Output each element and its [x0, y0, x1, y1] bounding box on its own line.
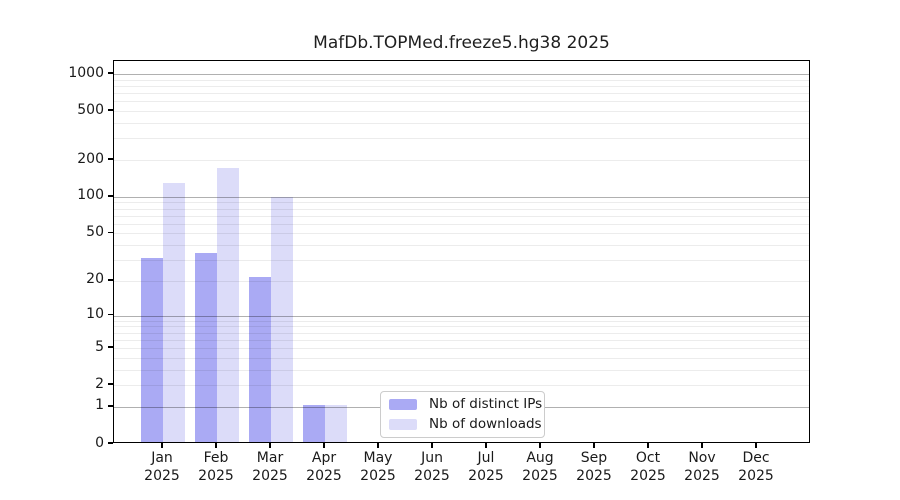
- y-axis-tick-mark: [108, 279, 113, 281]
- x-axis-tick-label: Oct 2025: [630, 450, 666, 484]
- gridline-minor: [114, 93, 809, 95]
- x-axis-tick-label: Mar 2025: [252, 450, 288, 484]
- y-axis-tick-label: 0: [95, 434, 104, 451]
- gridline-minor: [114, 208, 809, 210]
- bar-downloads: [271, 197, 293, 442]
- y-axis-tick-label: 20: [86, 271, 104, 288]
- y-axis-tick-mark: [108, 158, 113, 160]
- x-axis-tick-label: Apr 2025: [306, 450, 342, 484]
- x-axis-tick-mark: [593, 443, 595, 448]
- y-axis-tick-mark: [108, 195, 113, 197]
- plot-area: [113, 60, 810, 443]
- gridline-minor: [114, 223, 809, 225]
- x-axis-tick-mark: [539, 443, 541, 448]
- y-axis-tick-label: 2: [95, 375, 104, 392]
- x-axis-tick-label: Sep 2025: [576, 450, 612, 484]
- y-axis-tick-mark: [108, 405, 113, 407]
- gridline-minor: [114, 85, 809, 87]
- bar-distinct-ips: [249, 276, 271, 442]
- bar-downloads: [325, 404, 347, 442]
- x-axis-tick-label: Nov 2025: [684, 450, 720, 484]
- bar-distinct-ips: [303, 404, 325, 442]
- x-axis-tick-label: Jan 2025: [144, 450, 180, 484]
- gridline-minor: [114, 79, 809, 81]
- y-axis-tick-label: 10: [86, 306, 104, 323]
- gridline-minor: [114, 320, 809, 322]
- y-axis-tick-label: 50: [86, 223, 104, 240]
- y-axis-tick-mark: [108, 442, 113, 444]
- gridline-minor: [114, 233, 809, 235]
- y-axis-tick-label: 200: [77, 150, 104, 167]
- legend-item-distinct-ips: Nb of distinct IPs: [389, 397, 542, 412]
- x-axis-tick-mark: [647, 443, 649, 448]
- gridline-minor: [114, 245, 809, 247]
- gridline-minor: [114, 385, 809, 387]
- legend-label-downloads: Nb of downloads: [429, 416, 542, 432]
- legend-label-distinct-ips: Nb of distinct IPs: [429, 396, 543, 412]
- x-axis-tick-mark: [377, 443, 379, 448]
- gridline-minor: [114, 215, 809, 217]
- x-axis-tick-label: Dec 2025: [738, 450, 774, 484]
- x-axis-tick-mark: [269, 443, 271, 448]
- x-axis-tick-label: May 2025: [360, 450, 396, 484]
- y-axis-tick-label: 500: [77, 101, 104, 118]
- gridline-minor: [114, 138, 809, 140]
- x-axis-tick-mark: [431, 443, 433, 448]
- gridline-minor: [114, 111, 809, 113]
- bar-distinct-ips: [141, 258, 163, 442]
- x-axis-tick-mark: [485, 443, 487, 448]
- gridline-minor: [114, 369, 809, 371]
- y-axis-tick-label: 1000: [68, 64, 104, 81]
- x-axis-tick-mark: [323, 443, 325, 448]
- x-axis-tick-label: Jun 2025: [414, 450, 450, 484]
- gridline-minor: [114, 101, 809, 103]
- gridline-minor: [114, 260, 809, 262]
- y-axis-tick-mark: [108, 383, 113, 385]
- gridline-major: [114, 315, 809, 317]
- gridline-minor: [114, 160, 809, 161]
- y-axis-tick-mark: [108, 313, 113, 316]
- gridline-major: [114, 74, 809, 75]
- y-axis-tick-label: 5: [95, 338, 104, 355]
- x-axis-tick-mark: [161, 443, 163, 448]
- y-axis-tick-label: 100: [77, 187, 104, 204]
- gridline-minor: [114, 357, 809, 359]
- x-axis-tick-label: Feb 2025: [198, 450, 234, 484]
- gridline-major: [114, 196, 809, 198]
- chart-title: MafDb.TOPMed.freeze5.hg38 2025: [313, 33, 610, 53]
- gridline-minor: [114, 332, 809, 334]
- gridline-minor: [114, 280, 809, 282]
- gridline-minor: [114, 123, 809, 124]
- x-axis-tick-label: Jul 2025: [468, 450, 504, 484]
- legend-swatch-distinct-ips: [389, 399, 417, 410]
- gridline-minor: [114, 339, 809, 341]
- y-axis-tick-mark: [108, 72, 113, 74]
- x-axis-tick-mark: [701, 443, 703, 448]
- gridline-minor: [114, 202, 809, 204]
- y-axis-tick-mark: [108, 231, 113, 234]
- bar-downloads: [217, 167, 239, 442]
- x-axis-tick-mark: [755, 443, 757, 448]
- gridline-minor: [114, 326, 809, 328]
- x-axis-tick-label: Aug 2025: [522, 450, 558, 484]
- y-axis-tick-label: 1: [95, 397, 104, 414]
- legend-swatch-downloads: [389, 419, 417, 430]
- y-axis-tick-mark: [108, 346, 113, 348]
- bar-downloads: [163, 183, 185, 442]
- x-axis-tick-mark: [215, 443, 217, 448]
- y-axis-tick-mark: [108, 109, 113, 111]
- bar-distinct-ips: [195, 253, 217, 442]
- legend: Nb of distinct IPs Nb of downloads: [380, 391, 545, 438]
- gridline-minor: [114, 348, 809, 349]
- legend-item-downloads: Nb of downloads: [389, 417, 542, 432]
